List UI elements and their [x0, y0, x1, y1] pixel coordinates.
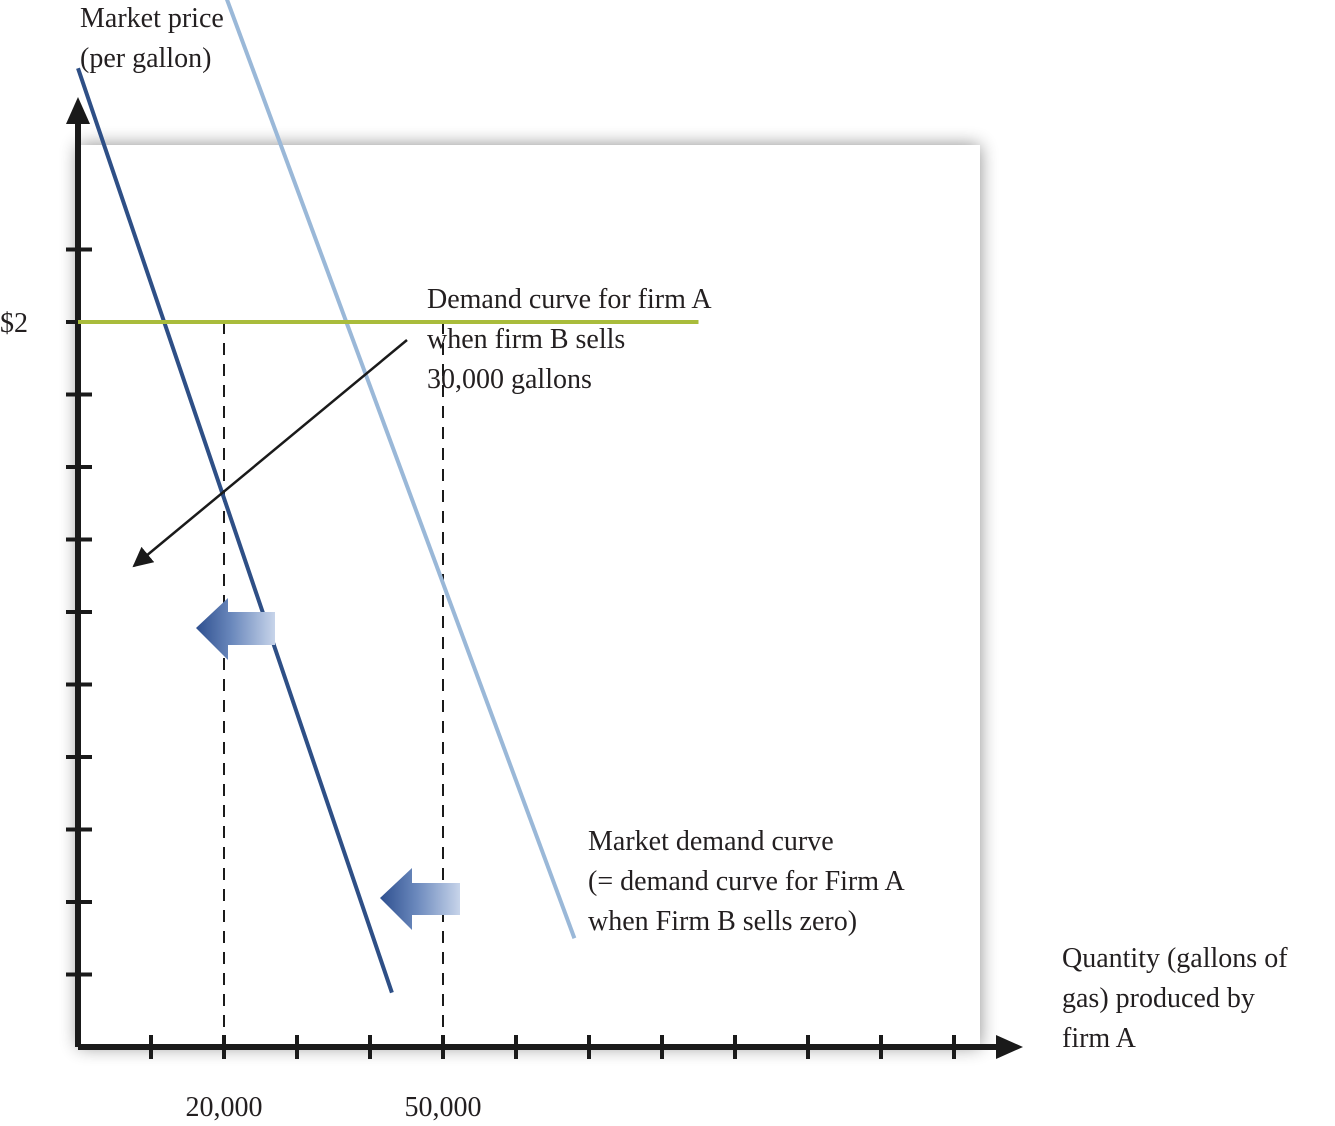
y-tick-label: $2	[0, 308, 28, 339]
y-axis-title-line: Market price	[80, 3, 224, 34]
series-lines	[76, 0, 699, 994]
x-tick-label: 20,000	[186, 1092, 263, 1123]
annotation-line: when firm B sells	[427, 324, 625, 355]
plot-panel	[78, 145, 980, 1047]
series-line-firmA	[76, 67, 394, 994]
x-axis-title: Quantity (gallons of gas) produced by fi…	[1062, 943, 1295, 1054]
tick-labels: 20,000 50,000 $2	[0, 308, 482, 1123]
annotation-line: Market demand curve	[588, 826, 834, 857]
shift-arrow-upper	[196, 598, 275, 660]
annotation-line: Demand curve for firm A	[427, 284, 712, 315]
annotation-line: 30,000 gallons	[427, 364, 592, 395]
y-axis-title: Market price (per gallon)	[80, 3, 231, 74]
x-axis-arrowhead	[996, 1035, 1023, 1059]
shift-arrow-lower	[380, 868, 460, 930]
annotation-market-demand: Market demand curve (= demand curve for …	[588, 826, 910, 937]
x-axis-title-line: gas) produced by	[1062, 983, 1255, 1014]
x-tick-label: 50,000	[405, 1092, 482, 1123]
series-line-market	[225, 0, 577, 939]
annotation-line: when Firm B sells zero)	[588, 906, 857, 937]
annotation-line: (= demand curve for Firm A	[588, 866, 905, 897]
y-axis	[66, 97, 90, 1047]
y-axis-title-line: (per gallon)	[80, 43, 211, 74]
y-axis-arrowhead	[66, 97, 90, 124]
annotation-pointer	[132, 339, 408, 568]
x-axis	[78, 1035, 1023, 1059]
x-axis-title-line: firm A	[1062, 1023, 1137, 1054]
x-axis-title-line: Quantity (gallons of	[1062, 943, 1288, 974]
annotation-firm-a-demand: Demand curve for firm A when firm B sell…	[427, 284, 717, 395]
reference-lines	[223, 322, 444, 1047]
